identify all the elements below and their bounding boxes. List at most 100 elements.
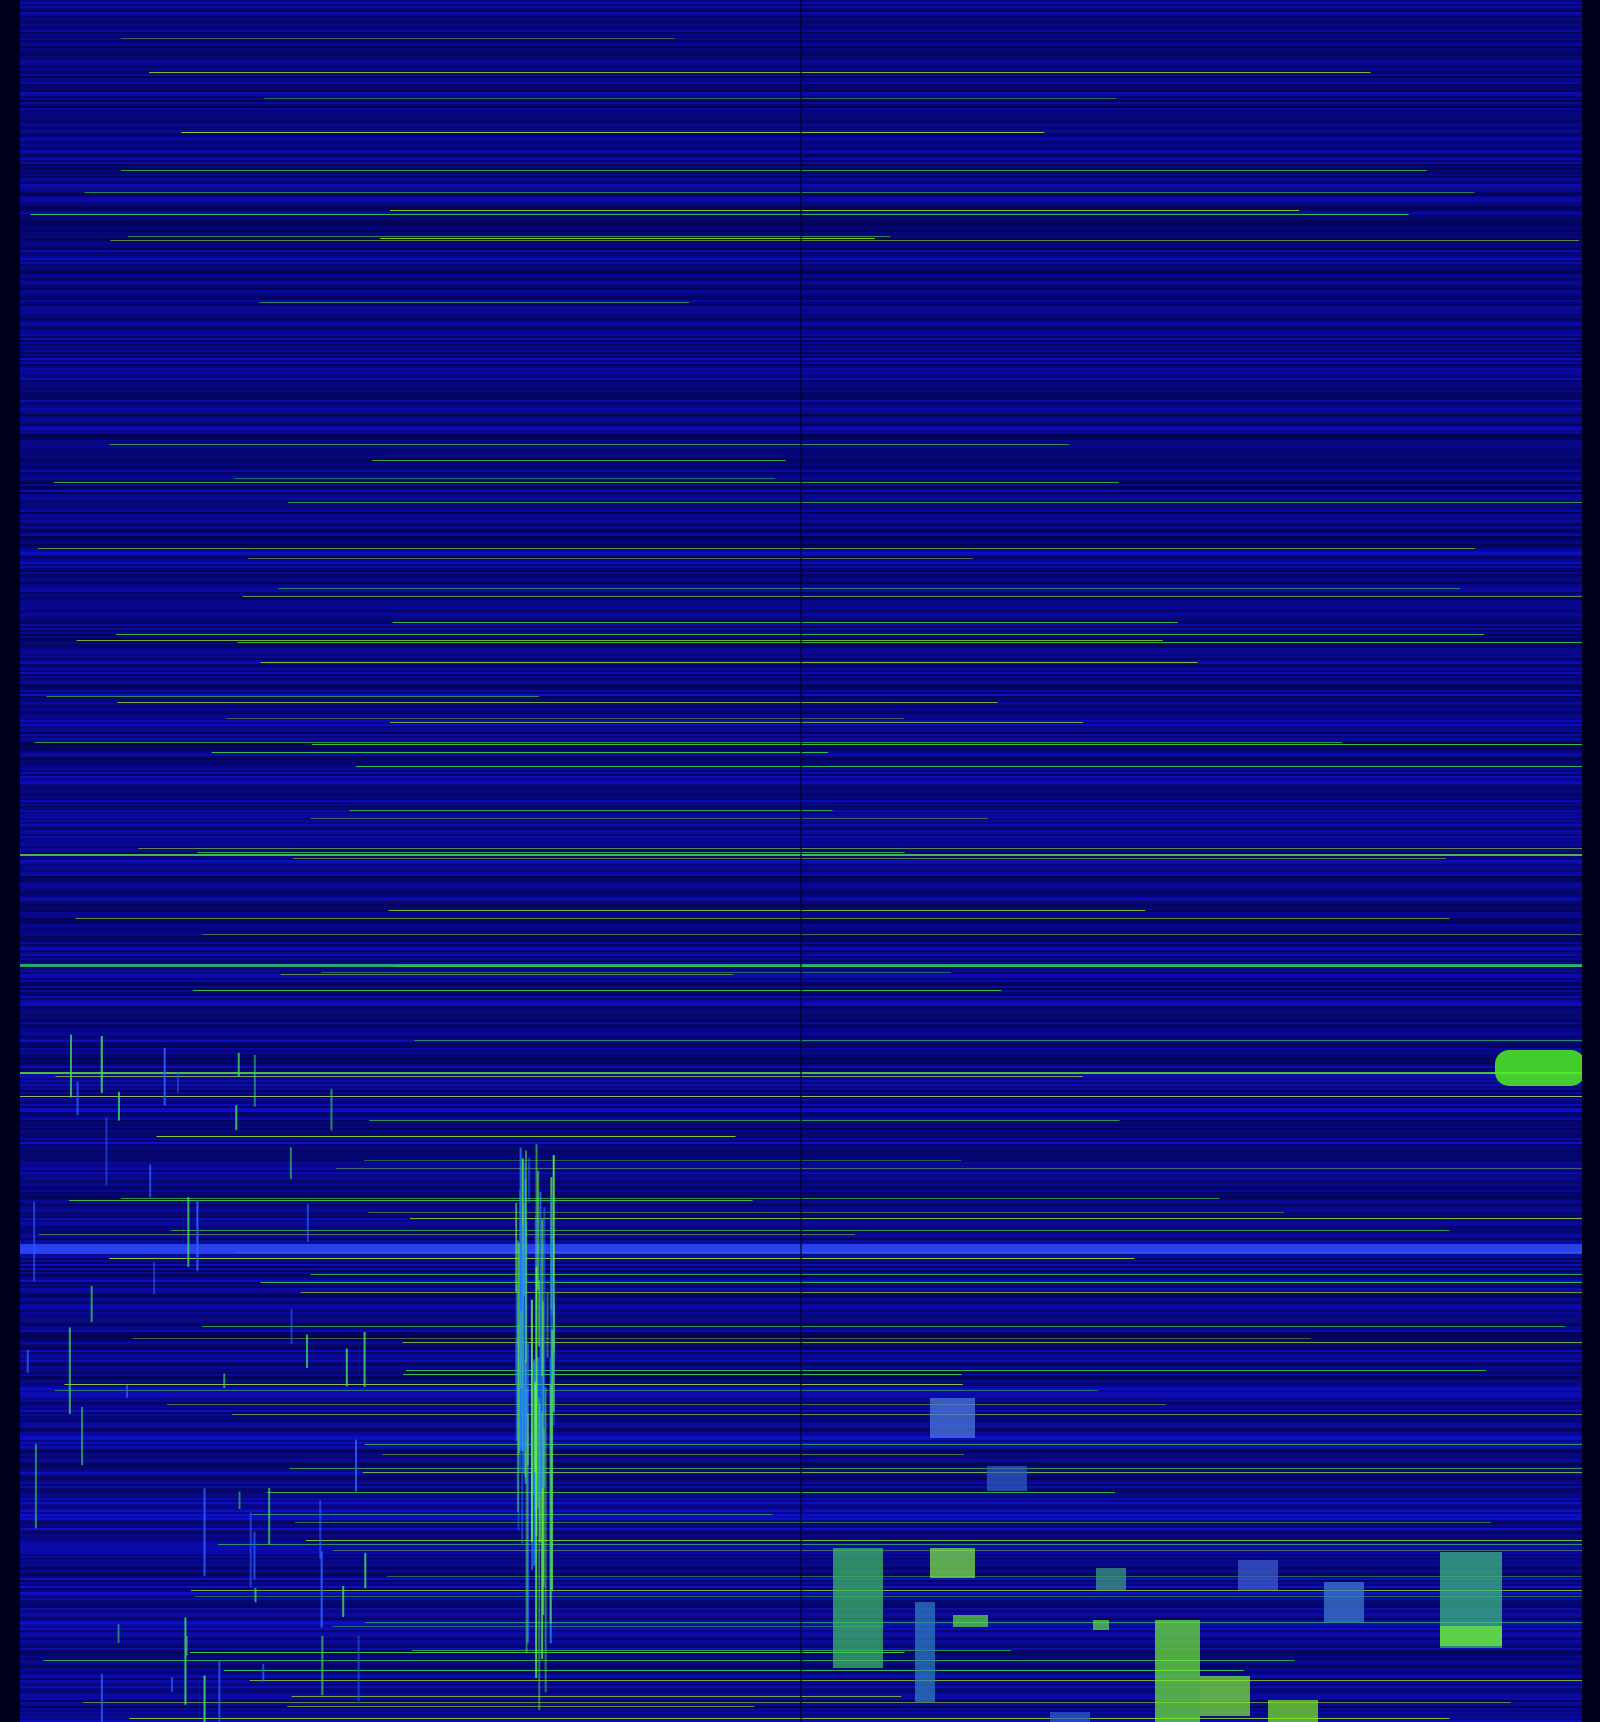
tick	[320, 1551, 323, 1628]
tick	[223, 1373, 226, 1388]
tick	[342, 1586, 345, 1617]
green-line	[189, 1652, 905, 1653]
left-border	[0, 0, 18, 1722]
green-line	[310, 818, 988, 819]
green-line	[300, 1292, 1582, 1293]
green-line	[252, 1514, 773, 1515]
green-line	[181, 132, 1045, 133]
green-line	[371, 460, 786, 461]
burst	[522, 1387, 525, 1472]
signal-block	[1324, 1582, 1364, 1622]
signal-block	[1268, 1700, 1318, 1722]
signal-block	[1440, 1626, 1502, 1646]
burst	[526, 1413, 529, 1466]
tick	[171, 1677, 174, 1692]
green-line	[336, 1168, 1582, 1169]
green-line	[53, 482, 1119, 483]
burst	[543, 1207, 546, 1488]
green-line	[194, 1596, 1582, 1597]
tick	[330, 1088, 333, 1131]
tick	[184, 1617, 187, 1705]
green-line	[406, 1370, 1487, 1371]
green-line	[379, 238, 875, 239]
burst	[550, 1234, 553, 1316]
green-line	[192, 990, 1002, 991]
burst	[537, 1357, 540, 1509]
green-line	[109, 444, 1070, 445]
burst	[541, 1219, 544, 1376]
green-line	[278, 588, 1460, 589]
burst	[525, 1150, 528, 1363]
tick	[254, 1587, 257, 1603]
burst	[534, 1383, 537, 1473]
green-line	[120, 170, 1427, 171]
green-line	[263, 98, 1116, 99]
green-line	[64, 1384, 963, 1385]
green-line	[382, 1454, 964, 1455]
burst	[515, 1202, 518, 1292]
green-line	[232, 1414, 1582, 1415]
tick	[126, 1385, 129, 1398]
green-line	[54, 1390, 1098, 1391]
tick	[153, 1262, 156, 1295]
burst	[541, 1337, 544, 1488]
green-line	[390, 722, 1084, 723]
tick	[117, 1624, 120, 1643]
green-line	[295, 1522, 1492, 1523]
green-line	[223, 1670, 1244, 1671]
signal-block	[833, 1548, 883, 1668]
green-line	[305, 1540, 1582, 1541]
green-line	[37, 548, 1475, 549]
tick	[235, 1105, 238, 1131]
burst	[552, 1282, 555, 1426]
signal-block	[915, 1602, 935, 1702]
tick	[76, 1081, 79, 1116]
tick	[357, 1635, 360, 1702]
green-line	[75, 918, 1450, 919]
green-line	[368, 1212, 1285, 1213]
burst	[550, 1329, 553, 1591]
green-line	[39, 1234, 855, 1235]
tick	[262, 1663, 265, 1682]
green-line	[127, 236, 891, 237]
green-line	[288, 502, 1582, 503]
green-line	[402, 1342, 1583, 1343]
tick	[289, 1147, 292, 1180]
tick	[253, 1531, 256, 1580]
tick	[319, 1499, 322, 1559]
burst	[524, 1375, 527, 1453]
green-line	[76, 640, 1163, 641]
signal-block	[987, 1466, 1027, 1491]
signal-block	[930, 1398, 975, 1438]
signal-block	[1238, 1560, 1278, 1590]
green-line	[43, 1660, 1295, 1661]
green-line	[30, 214, 1409, 215]
tick	[185, 1635, 188, 1656]
green-line	[202, 1326, 1566, 1327]
tick	[100, 1673, 103, 1722]
burst	[530, 1299, 533, 1542]
green-line	[170, 1230, 1450, 1231]
burst	[552, 1303, 555, 1353]
green-line	[311, 744, 1582, 745]
burst	[549, 1384, 552, 1624]
green-line	[197, 852, 905, 853]
green-line	[120, 1198, 1220, 1199]
burst	[523, 1162, 526, 1451]
tick	[306, 1334, 309, 1369]
right-border	[1582, 0, 1600, 1722]
green-line	[46, 696, 540, 697]
tick	[237, 1052, 240, 1077]
tick	[33, 1201, 36, 1282]
burst	[546, 1292, 549, 1358]
green-line	[392, 622, 1178, 623]
tick	[187, 1197, 190, 1267]
green-line	[388, 910, 1146, 911]
green-line	[166, 1404, 1166, 1405]
burst	[552, 1155, 555, 1412]
signal-blob	[1495, 1050, 1585, 1086]
tick	[149, 1164, 152, 1198]
tick	[163, 1047, 166, 1106]
burst	[523, 1203, 526, 1297]
